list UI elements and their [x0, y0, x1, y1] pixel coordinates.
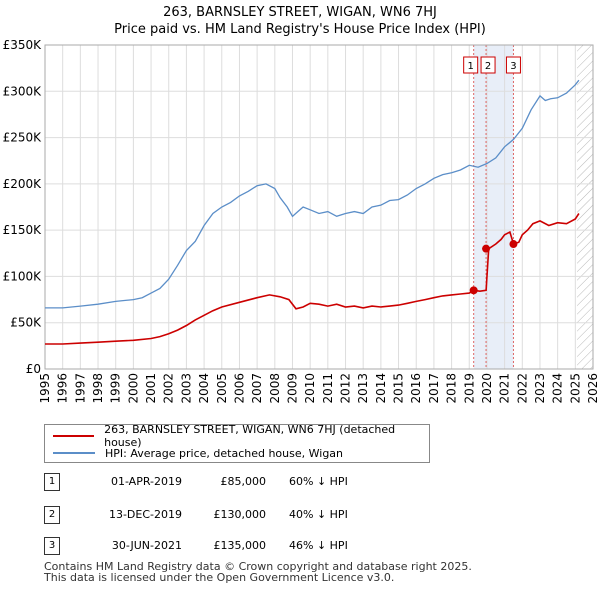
transaction-label-number: 3 — [510, 61, 516, 72]
x-tick-label: 2005 — [215, 373, 229, 404]
footer-license: This data is licensed under the Open Gov… — [44, 571, 395, 584]
y-tick-label: £50K — [10, 316, 42, 330]
x-tick-label: 2000 — [126, 373, 140, 404]
transaction-hpi-diff: 60% ↓ HPI — [289, 475, 348, 488]
x-tick-label: 2014 — [374, 373, 388, 404]
transaction-period-shading — [473, 45, 514, 369]
transaction-label-number: 1 — [467, 61, 473, 72]
x-tick-label: 2009 — [285, 373, 299, 404]
transaction-label-frame — [480, 56, 496, 74]
transaction-number-badge: 1 — [44, 473, 60, 491]
transaction-number-badge: 3 — [44, 537, 60, 555]
legend-label-hpi: HPI: Average price, detached house, Wiga… — [105, 446, 344, 460]
transaction-price: £135,000 — [213, 539, 267, 552]
transaction-label-box: 1 — [463, 56, 479, 74]
x-tick-label: 2021 — [498, 373, 512, 404]
x-tick-label: 2010 — [303, 373, 317, 404]
table-row: 2 13-DEC-2019 £130,000 40% ↓ HPI — [44, 506, 464, 524]
footer-attribution: Contains HM Land Registry data © Crown c… — [44, 561, 472, 583]
legend-item-property: 263, BARNSLEY STREET, WIGAN, WN6 7HJ (de… — [53, 423, 429, 449]
table-row: 1 01-APR-2019 £85,000 60% ↓ HPI — [44, 473, 464, 491]
transaction-number-badge: 2 — [44, 506, 60, 524]
x-tick-label: 2018 — [445, 373, 459, 404]
y-tick-label: £150K — [3, 223, 43, 237]
chart-title: 263, BARNSLEY STREET, WIGAN, WN6 7HJ — [163, 5, 437, 20]
transaction-label-frame — [505, 56, 521, 74]
transaction-price: £130,000 — [213, 508, 267, 521]
legend-swatch-property — [53, 435, 95, 437]
x-tick-label: 2012 — [339, 373, 353, 404]
chart-subtitle: Price paid vs. HM Land Registry's House … — [114, 22, 486, 37]
x-tick-label: 2006 — [232, 373, 246, 404]
x-tick-label: 2013 — [356, 373, 370, 404]
forecast-hatch-region — [577, 45, 593, 369]
chart-legend: 263, BARNSLEY STREET, WIGAN, WN6 7HJ (de… — [44, 423, 430, 463]
y-tick-label: £100K — [3, 269, 43, 283]
x-tick-label: 2026 — [586, 373, 600, 404]
y-tick-label: £350K — [3, 38, 43, 52]
x-tick-label: 2001 — [144, 373, 158, 404]
x-tick-label: 2023 — [533, 373, 547, 404]
legend-item-hpi: HPI: Average price, detached house, Wiga… — [53, 446, 343, 460]
x-tick-label: 2007 — [250, 373, 264, 404]
transaction-date: 01-APR-2019 — [110, 475, 182, 488]
transaction-label-frame — [463, 56, 479, 74]
transaction-point — [509, 240, 518, 249]
y-tick-label: £250K — [3, 131, 43, 145]
x-tick-label: 2015 — [392, 373, 406, 404]
transaction-date: 13-DEC-2019 — [108, 508, 182, 521]
transaction-point — [469, 286, 478, 295]
footer-copyright: Contains HM Land Registry data © Crown c… — [44, 560, 472, 573]
x-tick-label: 2004 — [197, 373, 211, 404]
transaction-hpi-diff: 40% ↓ HPI — [289, 508, 348, 521]
x-tick-label: 2002 — [162, 373, 176, 404]
transaction-price: £85,000 — [220, 475, 267, 488]
x-tick-label: 2016 — [409, 373, 423, 404]
x-tick-label: 1999 — [109, 373, 123, 404]
x-tick-label: 2022 — [515, 373, 529, 404]
transaction-label-number: 2 — [485, 61, 491, 72]
x-tick-label: 1997 — [73, 373, 87, 404]
x-tick-label: 2020 — [480, 373, 494, 404]
y-tick-label: £0 — [26, 362, 41, 376]
transaction-label-box: 3 — [505, 56, 521, 74]
y-tick-label: £300K — [3, 84, 43, 98]
x-tick-label: 1995 — [38, 373, 52, 404]
x-tick-label: 2008 — [268, 373, 282, 404]
x-tick-label: 2003 — [179, 373, 193, 404]
x-tick-label: 1998 — [91, 373, 105, 404]
legend-swatch-hpi — [53, 452, 95, 454]
transaction-hpi-diff: 46% ↓ HPI — [289, 539, 348, 552]
x-tick-label: 2017 — [427, 373, 441, 404]
transaction-label-box: 2 — [480, 56, 496, 74]
x-tick-label: 2025 — [568, 373, 582, 404]
x-tick-label: 2011 — [321, 373, 335, 404]
legend-label-property: 263, BARNSLEY STREET, WIGAN, WN6 7HJ (de… — [104, 423, 396, 449]
hpi-line — [45, 79, 580, 309]
plot-frame — [44, 44, 594, 370]
x-tick-label: 2019 — [462, 373, 476, 404]
transaction-point — [482, 244, 491, 253]
price-chart: £0 £50K £100K £150K £200K £250K £300K £350K 1995… — [3, 38, 600, 404]
table-row: 3 30-JUN-2021 £135,000 46% ↓ HPI — [44, 537, 464, 555]
x-tick-label: 1996 — [56, 373, 70, 404]
x-tick-label: 2024 — [551, 373, 565, 404]
y-tick-label: £200K — [3, 177, 43, 191]
transaction-date: 30-JUN-2021 — [111, 539, 182, 552]
